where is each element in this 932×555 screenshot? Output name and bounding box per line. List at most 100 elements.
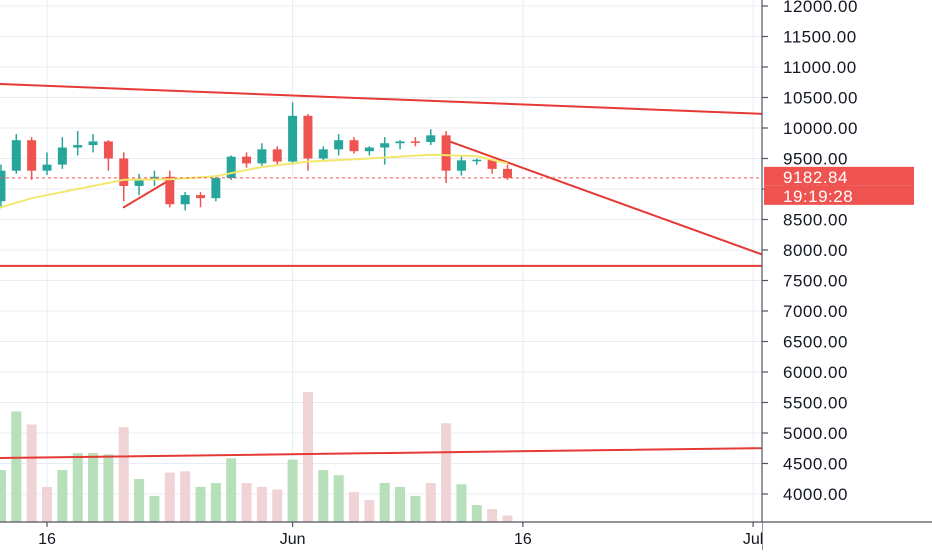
price-tick-label: 6500.00 xyxy=(783,333,848,352)
price-tick-label: 4000.00 xyxy=(783,485,848,504)
candle-body xyxy=(57,147,67,165)
volume-bar xyxy=(11,411,22,522)
volume-bar xyxy=(333,475,344,522)
volume-bar xyxy=(195,486,206,522)
price-tick-label: 8500.00 xyxy=(783,211,848,230)
candle-body xyxy=(456,160,466,171)
price-tick-label: 11000.00 xyxy=(783,58,857,77)
volume-bar xyxy=(441,423,452,522)
volume-bar xyxy=(318,470,329,522)
volume-bar xyxy=(302,392,313,522)
volume-bar xyxy=(134,479,145,522)
candle-body xyxy=(73,145,83,148)
candle-body xyxy=(472,159,482,162)
volume-bar xyxy=(502,515,513,522)
candles-layer xyxy=(0,102,512,211)
volume-layer xyxy=(0,392,513,522)
candle-body xyxy=(487,159,497,169)
volume-bar xyxy=(272,489,283,522)
last-price-marker: 9182.84 19:19:28 xyxy=(0,166,914,206)
volume-bar xyxy=(456,484,467,522)
candle-body xyxy=(119,158,129,186)
trendline-short-segment[interactable] xyxy=(122,178,171,209)
price-tick-label: 4500.00 xyxy=(783,455,848,474)
candle-body xyxy=(288,115,298,162)
volume-bar xyxy=(364,499,375,522)
volume-bar xyxy=(210,483,221,522)
price-tick-label: 8000.00 xyxy=(783,241,848,260)
candle-body xyxy=(180,195,190,205)
candle-body xyxy=(410,141,420,143)
time-axis[interactable]: 16 Jun 16 Jul xyxy=(0,521,932,550)
volume-bar xyxy=(425,483,436,522)
candle-body xyxy=(88,141,98,146)
candle-body xyxy=(303,115,313,159)
candle-body xyxy=(272,149,282,162)
candle-body xyxy=(27,140,37,171)
time-tick-label: Jul xyxy=(743,531,763,548)
price-tick-label: 6000.00 xyxy=(783,363,848,382)
candle-body xyxy=(226,156,236,179)
volume-bar xyxy=(26,424,37,522)
volume-bar xyxy=(42,486,52,522)
candle-body xyxy=(503,168,512,178)
volume-bar xyxy=(241,483,252,522)
candle-body xyxy=(42,164,52,171)
volume-bar xyxy=(57,470,68,522)
candle-body xyxy=(364,147,374,152)
price-tick-label: 7500.00 xyxy=(783,272,848,291)
volume-bar xyxy=(0,470,6,522)
countdown-box xyxy=(764,185,914,205)
price-tick-label: 7000.00 xyxy=(783,302,848,321)
price-tick-label: 10000.00 xyxy=(783,119,858,138)
candle-body xyxy=(334,140,344,150)
volume-bar xyxy=(118,427,129,522)
price-axis[interactable]: 12000.00 11500.00 11000.00 10500.00 10000.00… xyxy=(761,0,932,550)
price-tick-label: 11500.00 xyxy=(783,28,857,47)
price-tick-label: 9500.00 xyxy=(783,150,848,169)
last-price-box xyxy=(764,166,914,186)
price-tick-label: 12000.00 xyxy=(783,0,858,16)
volume-bar xyxy=(164,472,175,522)
candle-body xyxy=(165,176,175,205)
candle-body xyxy=(103,141,113,159)
candle-body xyxy=(257,149,267,164)
candle-body xyxy=(242,156,252,164)
candle-body xyxy=(211,178,221,199)
volume-bar xyxy=(226,458,237,522)
candle-body xyxy=(196,195,205,199)
volume-bar xyxy=(395,486,406,522)
candle-body xyxy=(380,143,390,148)
candle-body xyxy=(349,140,359,152)
moving-average-layer xyxy=(0,153,508,210)
volume-bar xyxy=(180,471,191,522)
volume-bar xyxy=(149,496,160,522)
candle-body xyxy=(0,170,6,202)
volume-bar xyxy=(471,505,482,522)
grid-layer xyxy=(0,0,762,522)
time-tick-label: Jun xyxy=(280,531,306,548)
candle-body xyxy=(426,135,436,143)
time-axis-background xyxy=(0,522,762,550)
volume-bar xyxy=(72,453,83,522)
moving-average-line xyxy=(0,153,508,210)
volume-bar xyxy=(410,496,421,522)
price-tick-label: 10500.00 xyxy=(783,89,858,108)
candle-body xyxy=(318,149,328,159)
time-tick-label: 16 xyxy=(38,531,56,548)
volume-bar xyxy=(103,454,114,522)
candle-body xyxy=(134,179,144,186)
countdown-label: 19:19:28 xyxy=(783,187,853,206)
last-price-label: 9182.84 xyxy=(783,168,848,187)
candle-body xyxy=(441,135,451,171)
price-axis-background xyxy=(762,0,932,550)
price-tick-label: 5000.00 xyxy=(783,424,848,443)
volume-bar xyxy=(379,483,390,522)
candle-body xyxy=(395,141,405,144)
volume-bar xyxy=(88,453,99,522)
time-tick-label: 16 xyxy=(514,531,532,548)
volume-bar xyxy=(487,509,498,522)
volume-bar xyxy=(349,492,359,522)
